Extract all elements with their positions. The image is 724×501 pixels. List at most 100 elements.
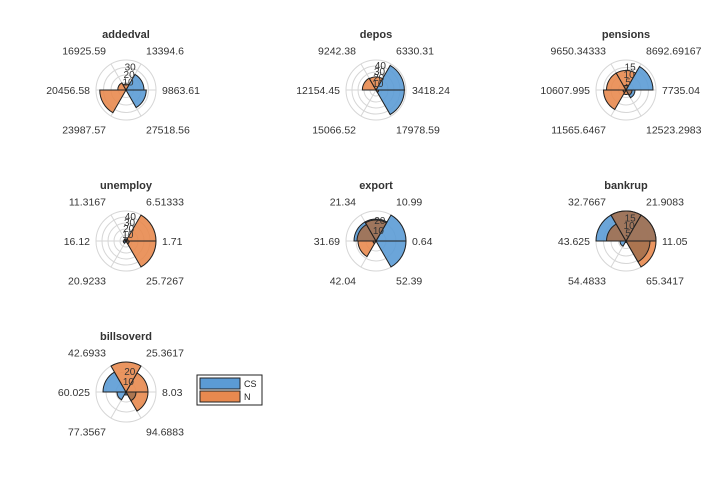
bar-n-5 — [364, 219, 388, 243]
edge-label: 77.3567 — [68, 427, 106, 439]
panel-title: unemploy — [100, 180, 153, 192]
bar-cs-1 — [375, 89, 405, 116]
edge-label: 25.3617 — [146, 347, 184, 359]
edge-label: 13394.6 — [146, 45, 184, 57]
radial-tick-label: 30 — [125, 63, 137, 74]
edge-label: 8.03 — [162, 387, 183, 399]
edge-label: 9650.34333 — [551, 45, 607, 57]
legend-swatch-n — [199, 390, 241, 403]
bar-n-5 — [368, 76, 384, 91]
edge-label: 23987.57 — [62, 125, 106, 137]
edge-label: 0.64 — [412, 236, 433, 248]
bar-cs-1 — [125, 89, 147, 109]
edge-label: 8692.69167 — [646, 45, 702, 57]
edge-label: 54.4833 — [568, 276, 606, 288]
bar-n-5 — [615, 69, 637, 92]
bar-cs-3 — [619, 240, 627, 247]
bar-n-3 — [602, 89, 627, 111]
edge-label: 7735.04 — [662, 85, 700, 97]
edge-label: 32.7667 — [568, 196, 606, 208]
edge-label: 9863.61 — [162, 85, 200, 97]
bar-n-1 — [625, 89, 633, 96]
bar-n-4 — [117, 82, 127, 91]
bar-n-1 — [125, 240, 157, 268]
edge-label: 65.3417 — [646, 276, 684, 288]
edge-label: 3418.24 — [412, 85, 450, 97]
edge-label: 10.99 — [396, 196, 422, 208]
bar-n-5 — [122, 83, 130, 92]
radial-tick-label: 10 — [373, 226, 385, 237]
radial-tick-label: 10 — [123, 377, 135, 388]
edge-label: 25.7267 — [146, 276, 184, 288]
edge-label: 12154.45 — [296, 85, 340, 97]
radial-tick-label: 10 — [624, 221, 636, 232]
edge-label: 1.71 — [162, 236, 183, 248]
bar-cs-5 — [623, 85, 629, 92]
bar-cs-1 — [625, 240, 651, 263]
radial-tick-label: 20 — [123, 224, 135, 235]
bar-cs-0 — [625, 65, 654, 91]
edge-label: 27518.56 — [146, 125, 190, 137]
edge-label: 42.6933 — [68, 347, 106, 359]
radial-tick-label: 30 — [374, 67, 386, 78]
panels-layer: addedval10203013394.69863.6127518.562398… — [46, 29, 701, 439]
panel-title: export — [359, 180, 393, 192]
legend-label-n: N — [244, 392, 251, 402]
legend-swatch-cs — [199, 377, 241, 390]
panel-title: pensions — [602, 29, 650, 41]
edge-label: 10607.995 — [540, 85, 590, 97]
bar-n-3 — [99, 89, 127, 114]
bar-n-4 — [361, 77, 377, 91]
edge-label: 16.12 — [64, 236, 90, 248]
panel-title: addedval — [102, 29, 150, 41]
bar-cs-1 — [125, 391, 137, 402]
radial-tick-label: 20 — [374, 216, 386, 227]
edge-label: 9242.38 — [318, 45, 356, 57]
grid-spoke — [360, 89, 377, 117]
panel-title: bankrup — [604, 180, 648, 192]
edge-label: 16925.59 — [62, 45, 106, 57]
radial-tick-label: 15 — [625, 214, 637, 225]
edge-label: 20456.58 — [46, 85, 90, 97]
edge-label: 20.9233 — [68, 276, 106, 288]
edge-label: 11565.6467 — [551, 125, 606, 137]
radial-tick-label: 30 — [124, 218, 136, 229]
edge-label: 11.05 — [662, 236, 688, 248]
legend: CS N — [196, 374, 263, 406]
radial-tick-label: 40 — [375, 61, 387, 72]
bar-cs-3 — [122, 240, 127, 245]
edge-label: 21.9083 — [646, 196, 684, 208]
radial-tick-label: 10 — [122, 78, 134, 89]
panel-title: depos — [360, 29, 392, 41]
edge-label: 15066.52 — [312, 125, 356, 137]
edge-label: 42.04 — [330, 276, 356, 288]
bar-n-5 — [610, 210, 642, 242]
radial-tick-label: 10 — [122, 230, 134, 241]
edge-label: 11.3167 — [69, 196, 106, 208]
edge-label: 21.34 — [330, 196, 356, 208]
radial-tick-label: 20 — [124, 367, 136, 378]
radial-tick-label: 20 — [373, 73, 385, 84]
grid-spoke — [110, 240, 127, 268]
edge-label: 6.51333 — [146, 196, 184, 208]
edge-label: 31.69 — [314, 236, 340, 248]
edge-label: 94.6883 — [146, 427, 184, 439]
bar-n-5 — [110, 361, 142, 393]
radial-tick-label: 5 — [625, 229, 631, 240]
radial-tick-label: 20 — [124, 70, 136, 81]
edge-label: 43.625 — [558, 236, 590, 248]
edge-label: 52.39 — [396, 276, 422, 288]
radial-tick-label: 40 — [125, 212, 137, 223]
edge-label: 6330.31 — [396, 45, 434, 57]
radial-tick-label: 5 — [625, 78, 631, 89]
grid-spoke — [110, 214, 127, 242]
radial-tick-label: 10 — [624, 70, 636, 81]
